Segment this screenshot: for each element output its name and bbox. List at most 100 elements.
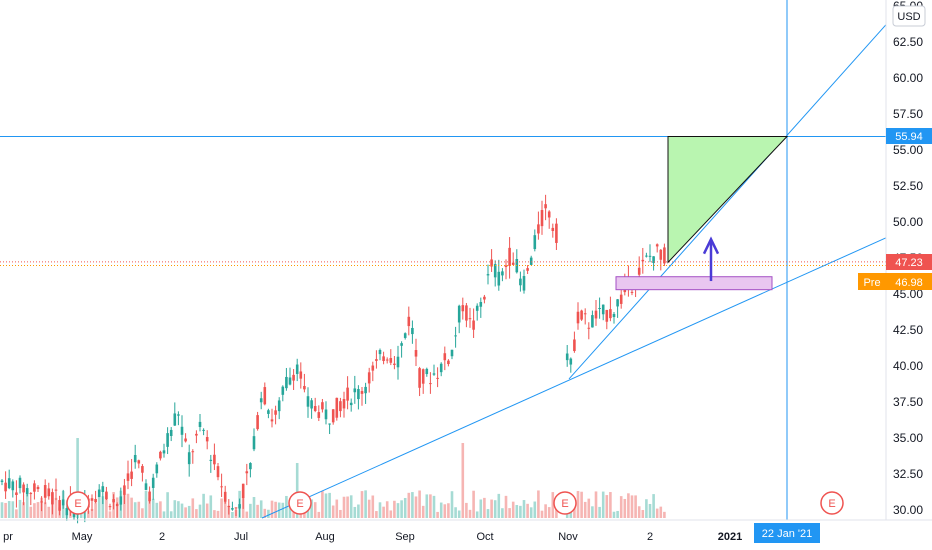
volume-bar	[159, 501, 162, 518]
candle-body	[209, 459, 213, 461]
volume-bar	[33, 503, 36, 518]
candle-body	[432, 373, 436, 375]
candle-body	[36, 486, 40, 490]
volume-bar	[151, 498, 155, 518]
volume-bar	[36, 502, 40, 518]
volume-bar	[529, 507, 533, 518]
volume-bar	[655, 508, 659, 518]
volume-bar	[126, 493, 130, 518]
candle-body	[33, 483, 36, 492]
volume-bar	[508, 508, 511, 518]
candle-body	[223, 491, 227, 502]
candle-body	[270, 419, 274, 422]
volume-bar	[364, 490, 367, 518]
candle-body	[259, 398, 263, 403]
volume-bar	[11, 501, 15, 518]
earnings-marker-label: E	[561, 498, 568, 510]
candle-body	[385, 359, 389, 361]
volume-bar	[515, 505, 519, 518]
volume-bar	[213, 510, 216, 518]
time-tick-label: pr	[3, 531, 13, 543]
volume-bar	[616, 510, 619, 518]
volume-bar	[4, 502, 7, 518]
volume-bar	[490, 499, 493, 518]
volume-bar	[162, 511, 166, 518]
candle-body	[439, 363, 443, 373]
candle-body	[436, 377, 439, 379]
volume-bar	[648, 503, 652, 518]
candle-body	[18, 477, 22, 489]
candle-body	[526, 268, 529, 271]
support-zone-box[interactable]	[615, 276, 773, 291]
volume-bar	[216, 510, 220, 518]
volume-bar	[43, 502, 47, 518]
candle-body	[303, 385, 306, 390]
volume-bar	[321, 491, 324, 518]
volume-bar	[583, 501, 587, 518]
candle-body	[177, 414, 180, 416]
volume-bar	[317, 511, 321, 518]
volume-bar	[367, 499, 371, 518]
candle-body	[115, 503, 119, 507]
currency-button[interactable]	[892, 5, 926, 27]
candle-body	[605, 309, 609, 322]
volume-bar	[169, 511, 173, 518]
drawings	[0, 0, 887, 520]
candle-body	[468, 318, 472, 320]
volume-bar	[0, 502, 4, 518]
earnings-marker[interactable]: E	[66, 491, 90, 515]
time-axis[interactable]: pr May 2 Jul Aug Sep Oct Nov 2 2021	[3, 531, 742, 543]
volume-bar	[15, 509, 18, 518]
volume-bar	[371, 495, 375, 518]
earnings-marker[interactable]: E	[820, 491, 844, 515]
candle-body	[155, 464, 159, 474]
volume-bar	[22, 502, 25, 518]
candle-body	[447, 360, 450, 365]
candle-body	[54, 489, 58, 491]
candle-body	[655, 244, 659, 247]
volume-bar	[378, 502, 382, 518]
candle-body	[4, 482, 7, 492]
candle-body	[400, 343, 403, 346]
earnings-marker-label: E	[296, 498, 303, 510]
price-tick-label: 42.50	[893, 323, 923, 337]
candle-body	[425, 368, 429, 375]
crosshair-date-tag: 22 Jan '21	[754, 523, 820, 543]
candle-body	[202, 429, 205, 431]
candle-body	[234, 507, 238, 509]
price-tick-label: 52.50	[893, 179, 923, 193]
volume-bar	[418, 490, 421, 518]
volume-bar	[18, 499, 22, 518]
candle-body	[180, 426, 184, 435]
volume-bar	[396, 503, 400, 518]
candle-body	[342, 399, 346, 409]
target-projection-triangle[interactable]	[667, 135, 789, 264]
volume-bar	[223, 501, 227, 518]
candle-body	[598, 307, 601, 309]
candle-body	[472, 320, 475, 330]
volume-bar	[324, 493, 328, 518]
volume-bar	[555, 506, 558, 518]
volume-bar	[270, 500, 274, 518]
volume-bar	[346, 496, 349, 518]
volume-bar	[547, 507, 551, 518]
candle-body	[490, 259, 493, 267]
volume-bar	[130, 497, 133, 518]
earnings-marker[interactable]: E	[553, 491, 577, 515]
volume-bar	[256, 504, 259, 518]
volume-bar	[353, 506, 357, 518]
candle-body	[227, 505, 231, 508]
candle-body	[47, 488, 51, 497]
volume-bar	[598, 506, 601, 518]
earnings-marker[interactable]: E	[288, 491, 312, 515]
candle-body	[569, 358, 573, 365]
candle-body	[263, 387, 267, 405]
candle-body	[295, 364, 299, 374]
long-trendline[interactable]	[261, 237, 887, 519]
candle-body	[637, 267, 641, 275]
steep-trendline[interactable]	[568, 24, 887, 380]
volume-bar	[601, 491, 605, 518]
volume-bar	[105, 492, 108, 518]
